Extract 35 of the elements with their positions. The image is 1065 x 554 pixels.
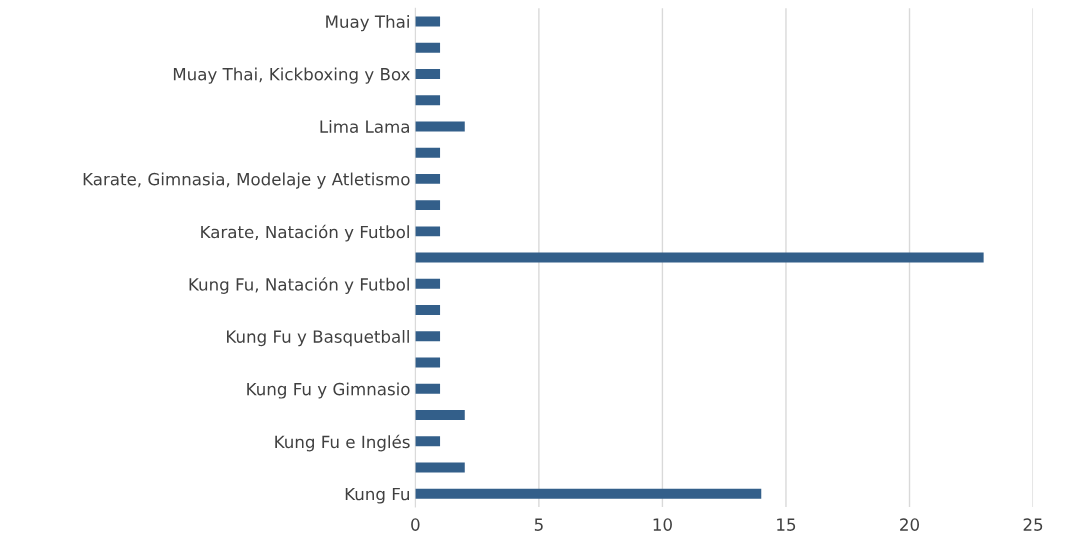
x-tick-label: 20 bbox=[900, 518, 920, 531]
y-tick-label: Kung Fu, Natación y Futbol bbox=[189, 277, 409, 294]
bar bbox=[415, 278, 441, 289]
bar bbox=[415, 252, 984, 263]
bar bbox=[415, 436, 441, 447]
bar bbox=[415, 200, 441, 211]
bar bbox=[415, 147, 441, 158]
y-tick-label: Muay Thai bbox=[326, 15, 409, 32]
bar bbox=[415, 410, 465, 421]
bar bbox=[415, 16, 441, 27]
bar bbox=[415, 173, 441, 184]
x-tick-label: 25 bbox=[1023, 518, 1043, 531]
y-tick-label: Kung Fu y Basquetball bbox=[227, 330, 409, 347]
x-tick-label: 0 bbox=[411, 518, 420, 531]
x-tick-label: 10 bbox=[653, 518, 672, 531]
bar bbox=[415, 383, 441, 394]
y-tick-label: Kung Fu y Gimnasio bbox=[247, 382, 410, 399]
bar bbox=[415, 488, 762, 499]
bar bbox=[415, 42, 441, 53]
bar bbox=[415, 462, 465, 473]
bar bbox=[415, 68, 441, 79]
x-tick-label: 15 bbox=[777, 518, 796, 531]
y-tick-label: Muay Thai, Kickboxing y Box bbox=[173, 67, 410, 84]
bar bbox=[415, 357, 441, 368]
y-tick-label: Karate, Natación y Futbol bbox=[201, 224, 409, 242]
bar bbox=[415, 331, 441, 342]
y-tick-label: Kung Fu bbox=[345, 487, 409, 504]
y-tick-label: Karate, Gimnasia, Modelaje y Atletismo bbox=[83, 172, 410, 189]
bar bbox=[415, 226, 441, 237]
bar bbox=[415, 95, 441, 106]
bar bbox=[415, 305, 441, 316]
bar bbox=[415, 121, 465, 132]
y-tick-label: Lima Lama bbox=[320, 120, 409, 133]
y-tick-label: Kung Fu e Inglés bbox=[275, 434, 410, 452]
x-tick-label: 5 bbox=[534, 518, 543, 531]
